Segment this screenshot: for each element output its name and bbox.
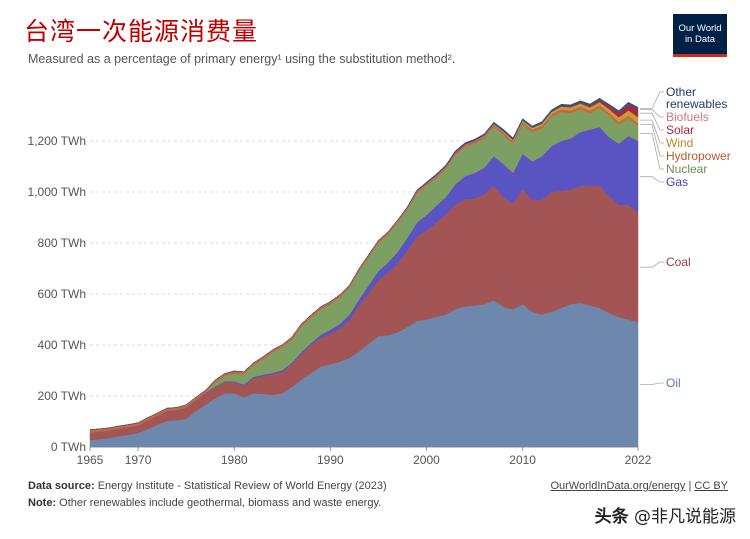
x-tick-label: 1965 [77,453,104,467]
legend-label: renewables [666,97,727,111]
y-tick-label: 0 TWh [51,440,86,454]
watermark: 头条 @非凡说能源 [595,502,736,527]
logo-line-1: Our World [678,23,722,34]
y-tick-label: 1,000 TWh [28,185,86,199]
legend-connector [640,382,664,385]
legend-label: Nuclear [666,162,707,176]
x-tick-label: 1980 [221,453,248,467]
legend-connector [640,109,664,118]
chart-title: 台湾一次能源消费量 [24,17,259,46]
legend-label: Biofuels [666,110,709,124]
legend-label: Oil [666,376,681,390]
legend-label: Wind [666,136,693,150]
x-tick-label: 1970 [125,453,152,467]
footer-links: OurWorldInData.org/energy | CC BY [550,480,728,492]
y-tick-label: 200 TWh [38,389,86,403]
license-link[interactable]: CC BY [694,480,728,492]
y-tick-label: 1,200 TWh [28,134,86,148]
source-label: Data source: [28,480,95,492]
area-other-renewables [89,97,639,430]
watermark-head: 头条 [594,507,629,527]
legend-connector [640,91,664,109]
legend-connector [640,176,664,183]
legend-label: Hydropower [666,149,731,163]
legend-label: Gas [666,175,688,189]
owid-logo[interactable]: Our World in Data [673,14,727,57]
legend-connector [640,261,664,268]
note-line: Note: Other renewables include geotherma… [28,497,381,509]
legend-label: Other [666,85,696,99]
logo-line-2: in Data [684,34,716,45]
note-label: Note: [28,497,57,509]
watermark-text: @非凡说能源 [634,507,736,527]
source-line: Data source: Energy Institute - Statisti… [28,480,387,492]
x-tick-label: 1990 [317,453,344,467]
legend-connector [640,124,664,157]
y-tick-label: 800 TWh [38,236,86,250]
owid-energy-link[interactable]: OurWorldInData.org/energy [550,480,686,492]
source-text: Energy Institute - Statistical Review of… [97,480,387,492]
y-tick-label: 600 TWh [38,287,86,301]
note-text: Other renewables include geothermal, bio… [59,497,382,509]
x-tick-label: 2000 [413,453,440,467]
legend-label: Solar [666,123,694,137]
x-tick-label: 2010 [509,453,536,467]
chart-subtitle: Measured as a percentage of primary ener… [28,52,456,66]
legend-connector [640,112,664,131]
y-tick-label: 400 TWh [38,338,86,352]
footer-separator: | [685,480,695,492]
x-tick-label: 2022 [625,453,652,467]
legend-connector [640,132,664,170]
legend-connector [640,119,664,144]
legend-label: Coal [666,255,691,269]
